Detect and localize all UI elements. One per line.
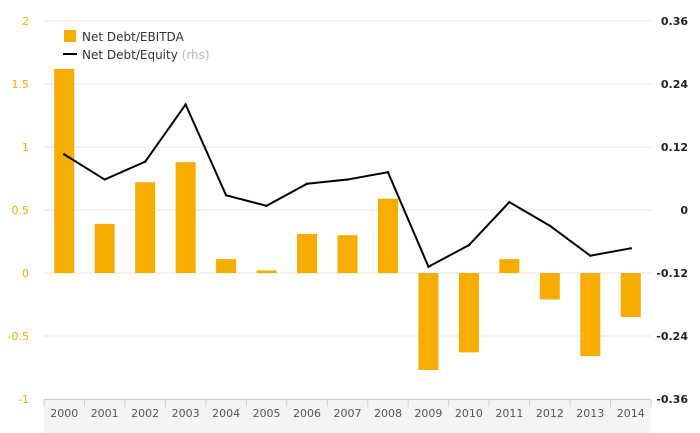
gridlines — [44, 20, 651, 400]
x-tick-label-2012: 2012 — [536, 407, 564, 420]
x-tick-label-2003: 2003 — [172, 407, 200, 420]
legend-label-line-name: Net Debt/Equity — [82, 48, 178, 62]
x-tick-label-2013: 2013 — [576, 407, 604, 420]
x-tick-label-2001: 2001 — [91, 407, 119, 420]
line-point-2008 — [386, 171, 390, 174]
bar-2001 — [94, 223, 115, 273]
line-point-2006 — [305, 182, 309, 185]
bar-2012 — [539, 273, 560, 300]
x-axis: 2000 2001 2002 2003 2004 2005 2006 2007 2008 2009… — [43, 399, 652, 433]
legend-label-line: Net Debt/Equity (rhs) — [82, 48, 210, 62]
x-tick-label-2004: 2004 — [212, 407, 240, 420]
bar-2004 — [216, 259, 237, 273]
y-left-tick-label-1: 1.5 — [12, 78, 30, 91]
y-left-tick-label-5: -0.5 — [8, 330, 29, 343]
bar-2003 — [175, 162, 196, 273]
line-point-2001 — [103, 178, 106, 181]
y-right-tick-label-4: -0.12 — [656, 267, 688, 280]
x-tick-label-2014: 2014 — [617, 407, 645, 420]
bar-2000 — [54, 68, 75, 273]
line-point-2005 — [265, 204, 268, 207]
bar-2005 — [256, 270, 277, 273]
y-right-tick-label-5: -0.24 — [656, 330, 688, 343]
x-tick-label-2000: 2000 — [50, 407, 78, 420]
x-tick-label-2007: 2007 — [334, 407, 362, 420]
bar-2010 — [458, 273, 479, 353]
line-point-2003 — [184, 103, 187, 106]
bar-2008 — [377, 198, 398, 273]
line-point-2004 — [224, 194, 228, 197]
legend-swatch-bar — [64, 30, 76, 42]
y-right-tick-label-0: 0.36 — [661, 15, 688, 28]
y-right-tick-label-3: 0 — [680, 204, 688, 217]
line-point-2013 — [589, 254, 592, 257]
y-right-tick-label-1: 0.24 — [661, 78, 688, 91]
x-tick-label-2011: 2011 — [495, 407, 523, 420]
y-right-tick-label-2: 0.12 — [661, 141, 688, 154]
bar-2002 — [135, 182, 156, 273]
legend: Net Debt/EBITDA Net Debt/Equity (rhs) — [63, 30, 210, 62]
y-left-tick-label-0: 2 — [22, 15, 29, 28]
y-axis-left: 2 1.5 1 0.5 0 -0.5 -1 — [8, 15, 29, 406]
x-tick-label-2005: 2005 — [253, 407, 281, 420]
y-left-tick-label-2: 1 — [22, 141, 29, 154]
line-point-2012 — [548, 224, 552, 227]
line-point-2002 — [143, 160, 147, 163]
line-series-net-debt-equity — [63, 102, 632, 269]
bar-2007 — [337, 235, 358, 273]
x-tick-label-2006: 2006 — [293, 407, 321, 420]
legend-label-bar: Net Debt/EBITDA — [82, 30, 185, 44]
x-tick-label-2008: 2008 — [374, 407, 402, 420]
x-axis-band — [44, 399, 651, 433]
y-left-tick-label-6: -1 — [18, 393, 29, 406]
legend-label-line-suffix: (rhs) — [182, 48, 210, 62]
y-left-tick-label-4: 0 — [22, 267, 29, 280]
line-point-2000 — [63, 153, 66, 156]
bar-2013 — [580, 273, 601, 357]
y-right-tick-label-6: -0.36 — [656, 393, 688, 406]
bar-2006 — [297, 233, 318, 273]
line-point-2007 — [346, 178, 349, 181]
line-point-2010 — [467, 243, 471, 247]
line-point-2014 — [629, 247, 632, 250]
y-axis-right: 0.36 0.24 0.12 0 -0.12 -0.24 -0.36 — [656, 15, 688, 406]
x-tick-label-2010: 2010 — [455, 407, 483, 420]
bar-2014 — [620, 273, 641, 318]
bar-series-net-debt-ebitda — [54, 68, 641, 371]
y-left-tick-label-3: 0.5 — [12, 204, 30, 217]
bar-2009 — [418, 273, 439, 371]
x-tick-label-2009: 2009 — [414, 407, 442, 420]
bar-2011 — [499, 259, 520, 273]
line-point-2011 — [508, 200, 511, 204]
line-point-2009 — [427, 265, 430, 268]
x-tick-label-2002: 2002 — [131, 407, 159, 420]
